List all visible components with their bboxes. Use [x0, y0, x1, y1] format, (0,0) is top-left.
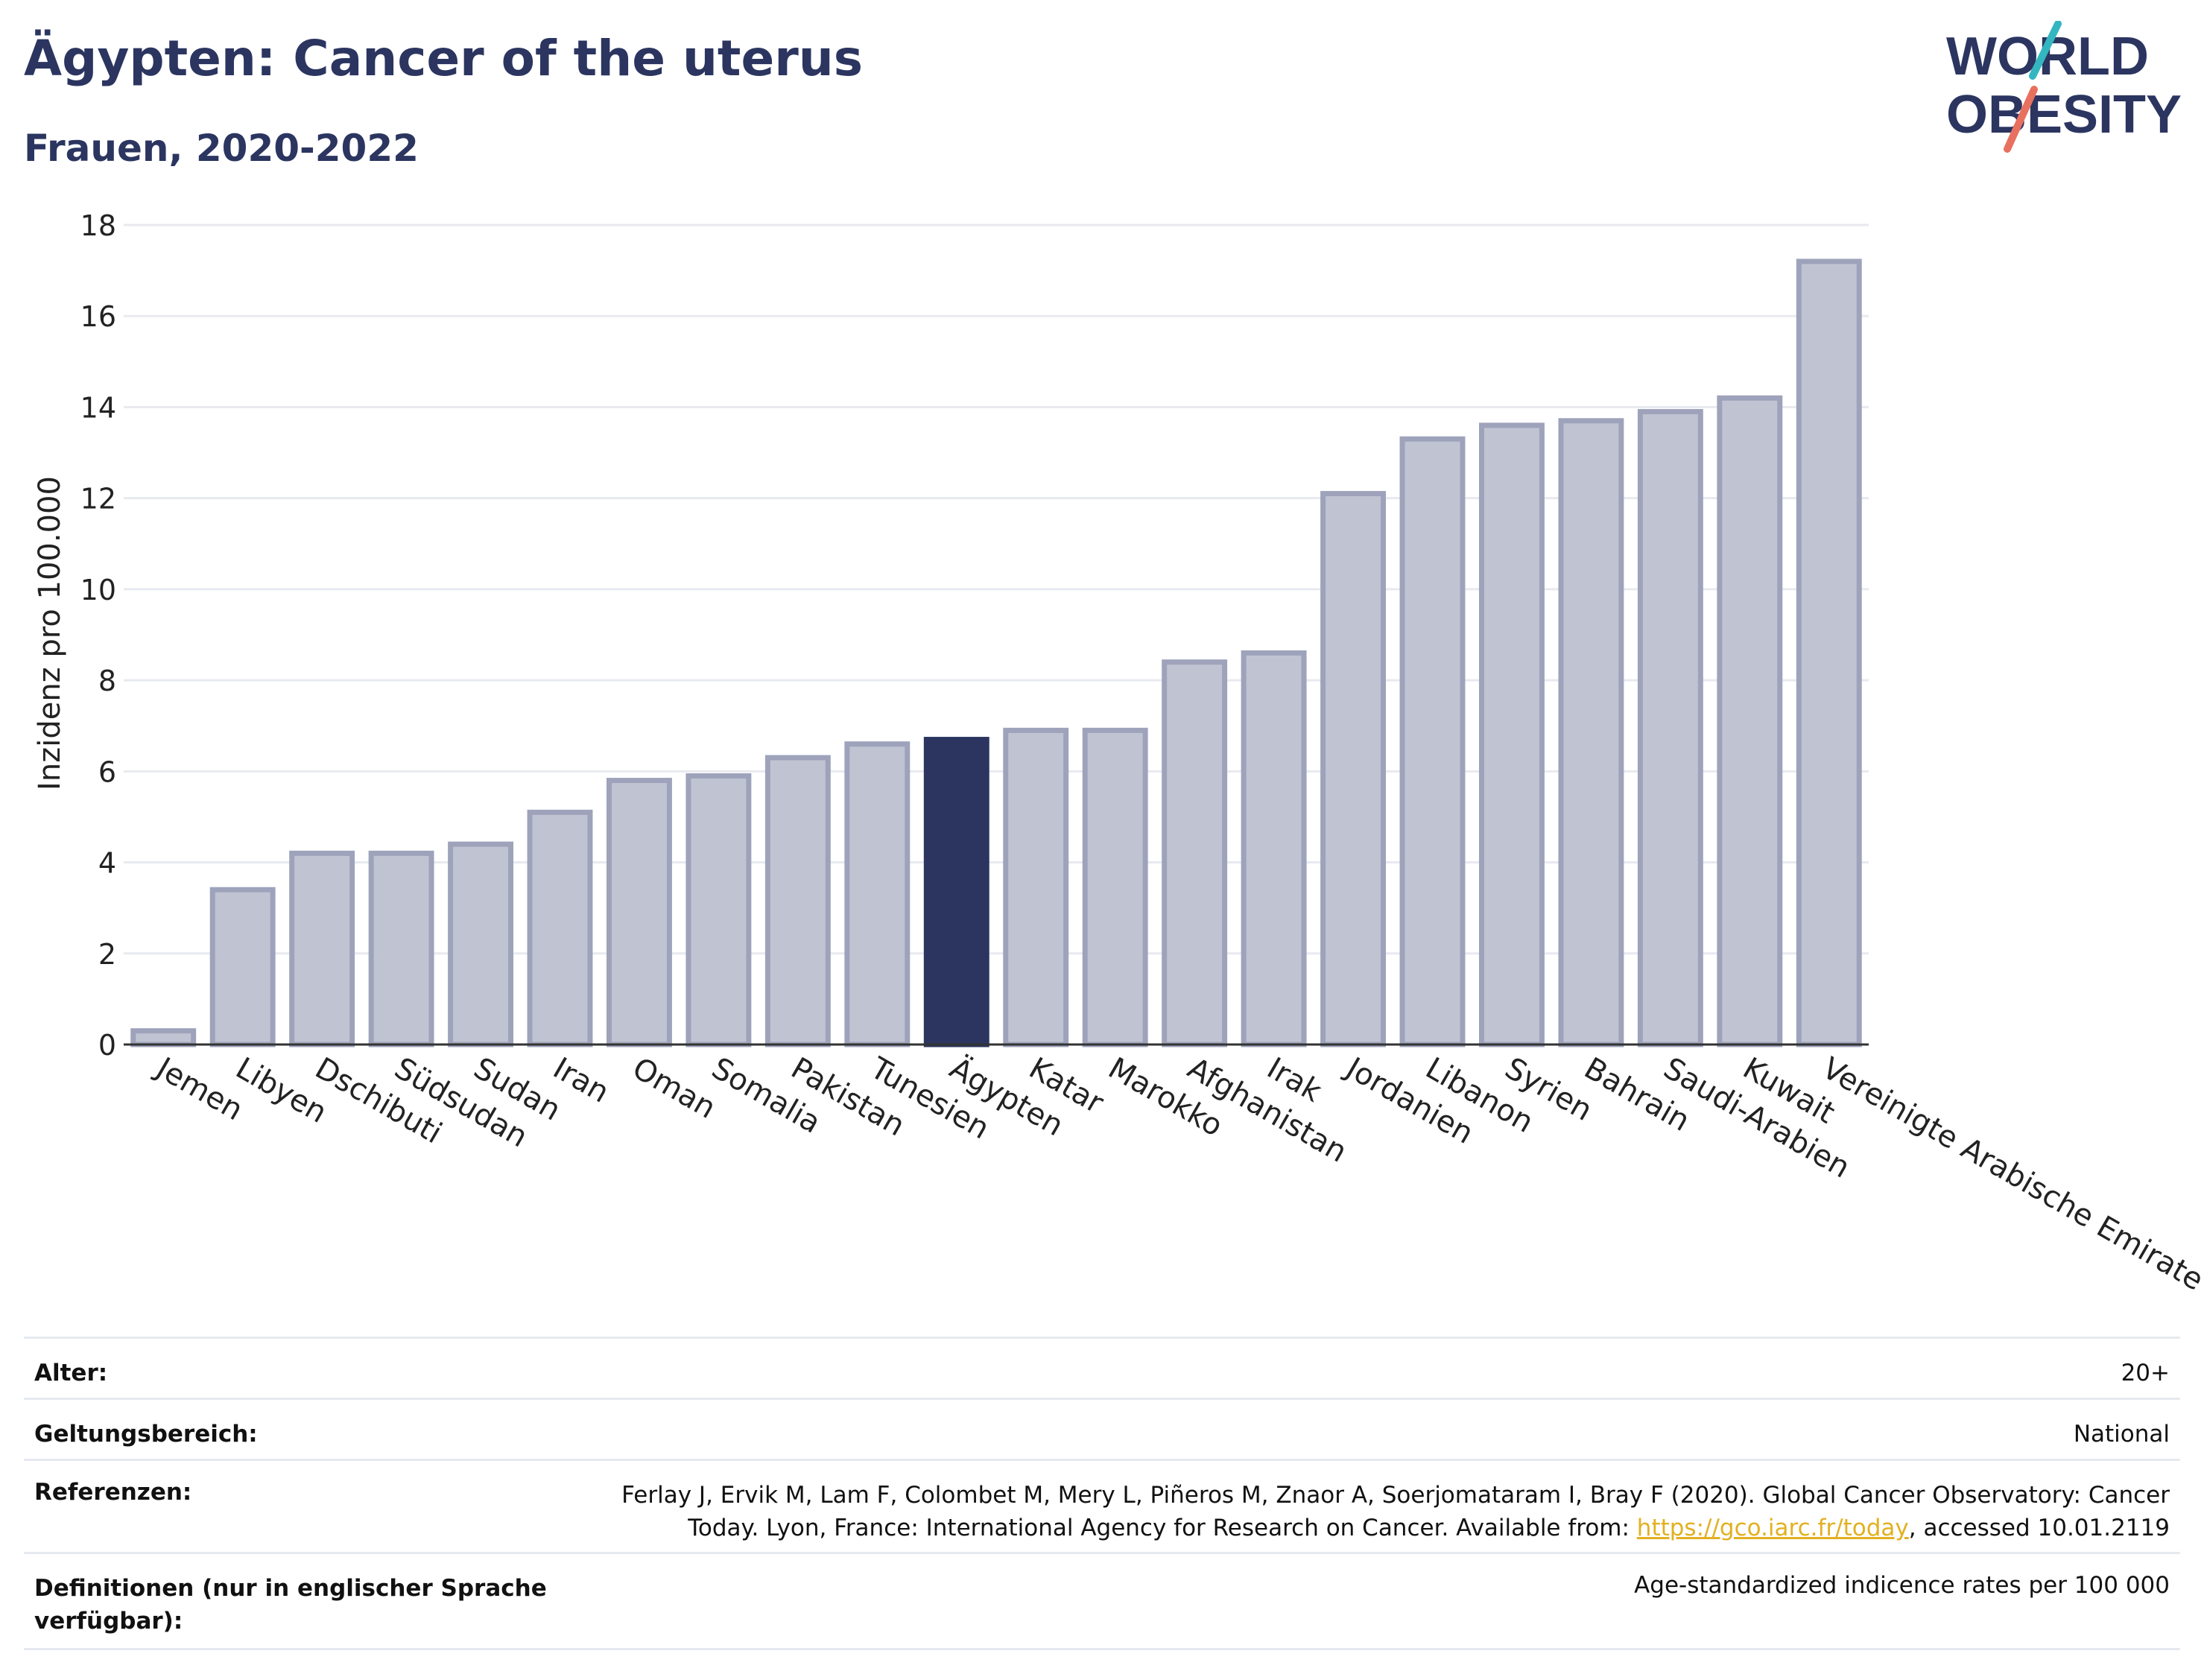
meta-scope-value: National — [2073, 1421, 2170, 1448]
bar — [685, 773, 752, 1047]
meta-def-label-line2: verfügbar): — [34, 1608, 183, 1635]
y-axis-label: Inzidenz pro 100.000 — [33, 476, 67, 790]
y-tick-label: 8 — [98, 665, 116, 697]
y-tick-label: 12 — [80, 483, 116, 516]
logo-slash-teal — [2029, 21, 2062, 80]
meta-row-scope: Geltungsbereich: National — [24, 1398, 2180, 1461]
bar — [1320, 491, 1386, 1047]
meta-row-references: Referenzen: Ferlay J, Ervik M, Lam F, Co… — [24, 1459, 2180, 1554]
chart-title: Ägypten: Cancer of the uterus — [24, 30, 864, 87]
bars — [130, 259, 1862, 1047]
meta-ref-line2-post: , accessed 10.01.2119 — [1908, 1515, 2170, 1541]
meta-ref-line2: Today. Lyon, France: International Agenc… — [456, 1512, 2170, 1544]
bar — [1082, 727, 1148, 1047]
y-tick-label: 10 — [80, 574, 116, 606]
meta-ref-text: Ferlay J, Ervik M, Lam F, Colombet M, Me… — [456, 1479, 2170, 1544]
bar — [368, 850, 434, 1047]
y-tick-label: 16 — [80, 300, 116, 333]
bar — [1558, 418, 1624, 1047]
logo-text-obesity: OBESITY — [1946, 85, 2182, 145]
x-tick-label: Vereinigte Arabische Emirate — [1817, 1051, 2204, 1298]
bar — [1399, 436, 1466, 1047]
bar-chart: 0 2 4 6 8 10 12 14 16 18 JemenLibyenDschibutiSüds… — [33, 209, 2204, 1298]
bar — [607, 778, 672, 1047]
y-tick-label: 0 — [98, 1029, 116, 1062]
y-tick-label: 18 — [80, 209, 116, 242]
bar — [527, 809, 593, 1047]
meta-age-value: 20+ — [2121, 1360, 2170, 1386]
meta-def-label-line1: Definitionen (nur in englischer Sprache — [34, 1575, 547, 1602]
bar — [1717, 395, 1783, 1047]
world-obesity-logo: WORLD OBESITY — [1946, 21, 2182, 153]
x-tick-label: Oman — [627, 1051, 721, 1126]
meta-row-age: Alter: 20+ — [24, 1337, 2180, 1400]
logo-slash-coral — [2004, 86, 2038, 153]
reference-link[interactable]: https://gco.iarc.fr/today — [1636, 1515, 1909, 1541]
meta-age-label: Alter: — [34, 1360, 108, 1386]
bar — [844, 741, 911, 1047]
bar — [1796, 259, 1862, 1047]
bar — [209, 887, 276, 1047]
x-tick-label: Jemen — [149, 1050, 249, 1127]
meta-def-value: Age-standardized indicence rates per 100… — [1634, 1572, 2170, 1599]
y-tick-label: 2 — [98, 938, 116, 971]
bar — [1162, 659, 1228, 1047]
y-tick-label: 6 — [98, 755, 116, 788]
bar — [130, 1028, 197, 1047]
bar — [1003, 727, 1069, 1047]
bar — [923, 737, 989, 1047]
y-tick-labels: 0 2 4 6 8 10 12 14 16 18 — [80, 209, 116, 1062]
y-tick-label: 14 — [80, 391, 116, 424]
meta-ref-label: Referenzen: — [34, 1479, 192, 1506]
meta-scope-label: Geltungsbereich: — [34, 1421, 258, 1448]
x-tick-label: Libyen — [230, 1051, 333, 1130]
bar — [1241, 650, 1307, 1047]
y-tick-label: 4 — [98, 847, 116, 880]
bar — [1479, 422, 1545, 1047]
meta-ref-line1: Ferlay J, Ervik M, Lam F, Colombet M, Me… — [621, 1482, 2170, 1509]
logo-text-world: WORLD — [1946, 27, 2149, 86]
bar — [764, 755, 831, 1047]
meta-row-definitions: Definitionen (nur in englischer Sprache … — [24, 1552, 2180, 1650]
bar — [448, 841, 513, 1047]
bar — [289, 850, 355, 1047]
chart-subtitle: Frauen, 2020-2022 — [24, 127, 419, 170]
meta-ref-line2-pre: Today. Lyon, France: International Agenc… — [688, 1515, 1637, 1541]
meta-def-label: Definitionen (nur in englischer Sprache … — [34, 1572, 547, 1638]
bar — [1637, 409, 1703, 1047]
